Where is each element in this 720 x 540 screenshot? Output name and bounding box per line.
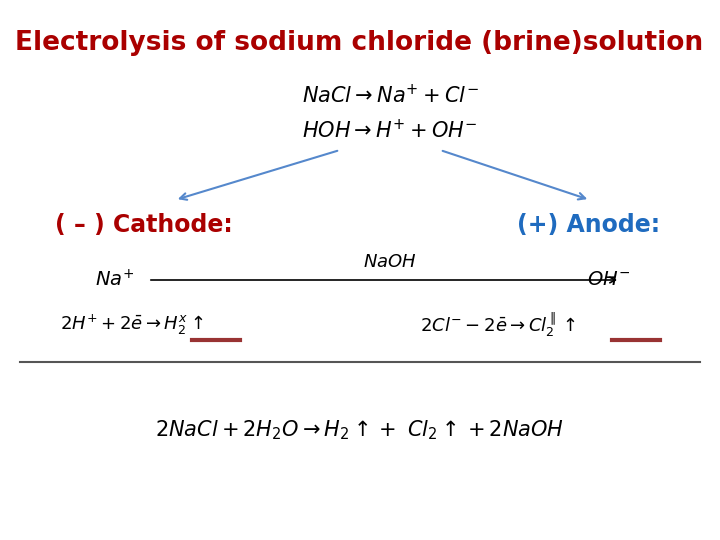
Text: $NaCl \rightarrow Na^{+}+Cl^{-}$: $NaCl \rightarrow Na^{+}+Cl^{-}$ [302, 83, 479, 106]
Text: ( – ) Cathode:: ( – ) Cathode: [55, 213, 233, 237]
Text: $NaOH$: $NaOH$ [363, 253, 417, 271]
Text: (+) Anode:: (+) Anode: [517, 213, 660, 237]
Text: $OH^{-}$: $OH^{-}$ [587, 271, 630, 289]
Text: $HOH \rightarrow H^{+}+OH^{-}$: $HOH \rightarrow H^{+}+OH^{-}$ [302, 118, 478, 141]
Text: $2NaCl+2H_{2}O\rightarrow H_{2}\uparrow+\ Cl_{2}\uparrow+2NaOH$: $2NaCl+2H_{2}O\rightarrow H_{2}\uparrow+… [156, 418, 564, 442]
Text: $2Cl^{-}-2\bar{e}\rightarrow Cl_{2}^{\parallel}\uparrow$: $2Cl^{-}-2\bar{e}\rightarrow Cl_{2}^{\pa… [420, 311, 576, 339]
Text: $Na^{+}$: $Na^{+}$ [95, 269, 135, 291]
Text: $2H^{+}+2\bar{e}\rightarrow H_{2}^{x}\uparrow$: $2H^{+}+2\bar{e}\rightarrow H_{2}^{x}\up… [60, 313, 204, 337]
Text: Electrolysis of sodium chloride (brine)solution: Electrolysis of sodium chloride (brine)s… [15, 30, 703, 56]
